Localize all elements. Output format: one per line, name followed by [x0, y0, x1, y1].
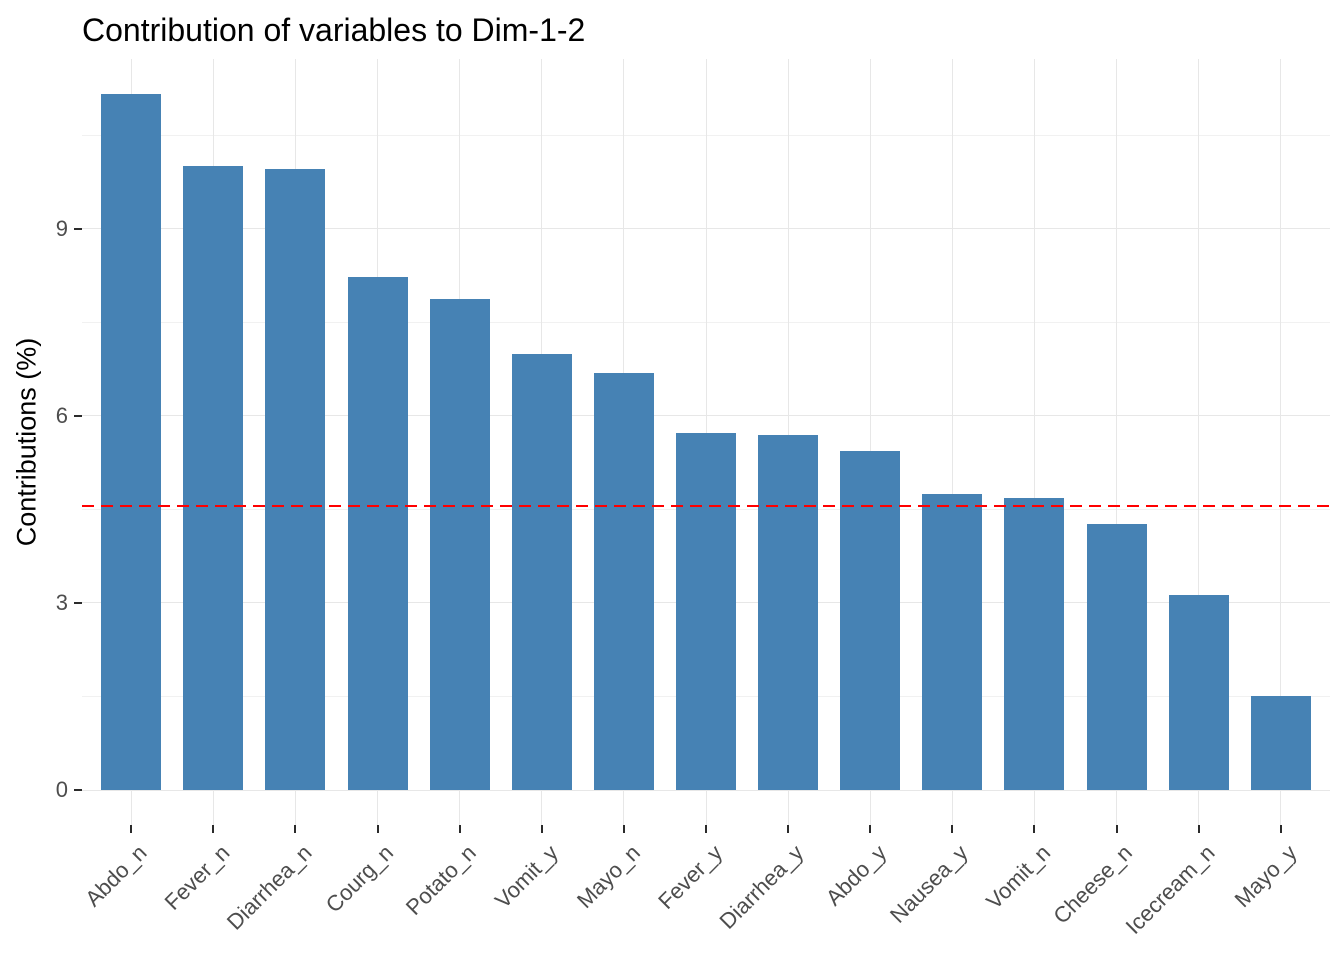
x-tick-mark — [1279, 825, 1282, 833]
vertical-gridline — [1280, 59, 1282, 825]
bar — [840, 451, 901, 791]
x-tick-label-text: Potato_n — [400, 840, 481, 920]
x-tick-mark — [376, 825, 379, 833]
x-tick-mark — [1033, 825, 1036, 833]
x-tick-mark — [951, 825, 954, 833]
x-tick-label-text: Diarrhea_y — [715, 840, 809, 934]
bar — [429, 299, 490, 791]
x-tick-label-text: Vomit_y — [489, 840, 563, 914]
bar — [511, 354, 572, 791]
bar — [1004, 498, 1065, 791]
x-tick-mark — [212, 825, 215, 833]
y-tick-mark — [74, 227, 82, 230]
x-tick-mark — [1197, 825, 1200, 833]
bar — [922, 494, 983, 791]
x-tick-label-text: Diarrhea_n — [221, 840, 317, 935]
vertical-gridline — [869, 59, 871, 825]
vertical-gridline — [1033, 59, 1035, 825]
y-tick-mark — [74, 414, 82, 417]
y-tick-label: 6 — [55, 402, 68, 428]
x-tick-label-text: Icecream_n — [1120, 840, 1220, 939]
y-axis-title: Contributions (%) — [11, 337, 42, 547]
bar — [265, 168, 326, 791]
x-tick-mark — [130, 825, 133, 833]
y-tick-label: 3 — [55, 589, 68, 615]
x-tick-mark — [787, 825, 790, 833]
reference-line — [82, 505, 1330, 508]
bar — [101, 93, 162, 791]
x-tick-label-text: Fever_y — [652, 840, 727, 914]
x-tick-mark — [1115, 825, 1118, 833]
bar — [758, 434, 819, 791]
bar — [593, 373, 654, 791]
x-tick-label-text: Mayo_n — [571, 840, 645, 914]
x-tick-mark — [622, 825, 625, 833]
x-tick-label-text: Abdo_y — [820, 840, 891, 911]
vertical-gridline — [1198, 59, 1200, 825]
x-tick-label-text: Abdo_n — [80, 840, 152, 912]
y-tick-mark — [74, 789, 82, 792]
x-tick-label-text: Fever_n — [159, 840, 235, 915]
bar — [1086, 524, 1147, 791]
chart-title: Contribution of variables to Dim-1-2 — [82, 12, 586, 48]
x-tick-label-text: Nausea_y — [885, 840, 973, 928]
vertical-gridline — [1116, 59, 1118, 825]
x-tick-mark — [294, 825, 297, 833]
y-tick-mark — [74, 601, 82, 604]
x-tick-label-text: Vomit_n — [981, 840, 1056, 914]
x-tick-mark — [869, 825, 872, 833]
bar — [347, 277, 408, 791]
y-tick-label: 0 — [55, 777, 68, 803]
bar — [1250, 695, 1311, 791]
x-tick-label-text: Courg_n — [320, 840, 399, 918]
vertical-gridline — [951, 59, 953, 825]
x-tick-label-text: Mayo_y — [1229, 840, 1302, 913]
bar — [183, 166, 244, 791]
y-tick-label: 9 — [55, 215, 68, 241]
x-tick-mark — [705, 825, 707, 833]
bar — [1168, 595, 1229, 791]
x-tick-mark — [458, 825, 461, 833]
bar — [676, 433, 736, 791]
x-tick-mark — [540, 825, 543, 833]
